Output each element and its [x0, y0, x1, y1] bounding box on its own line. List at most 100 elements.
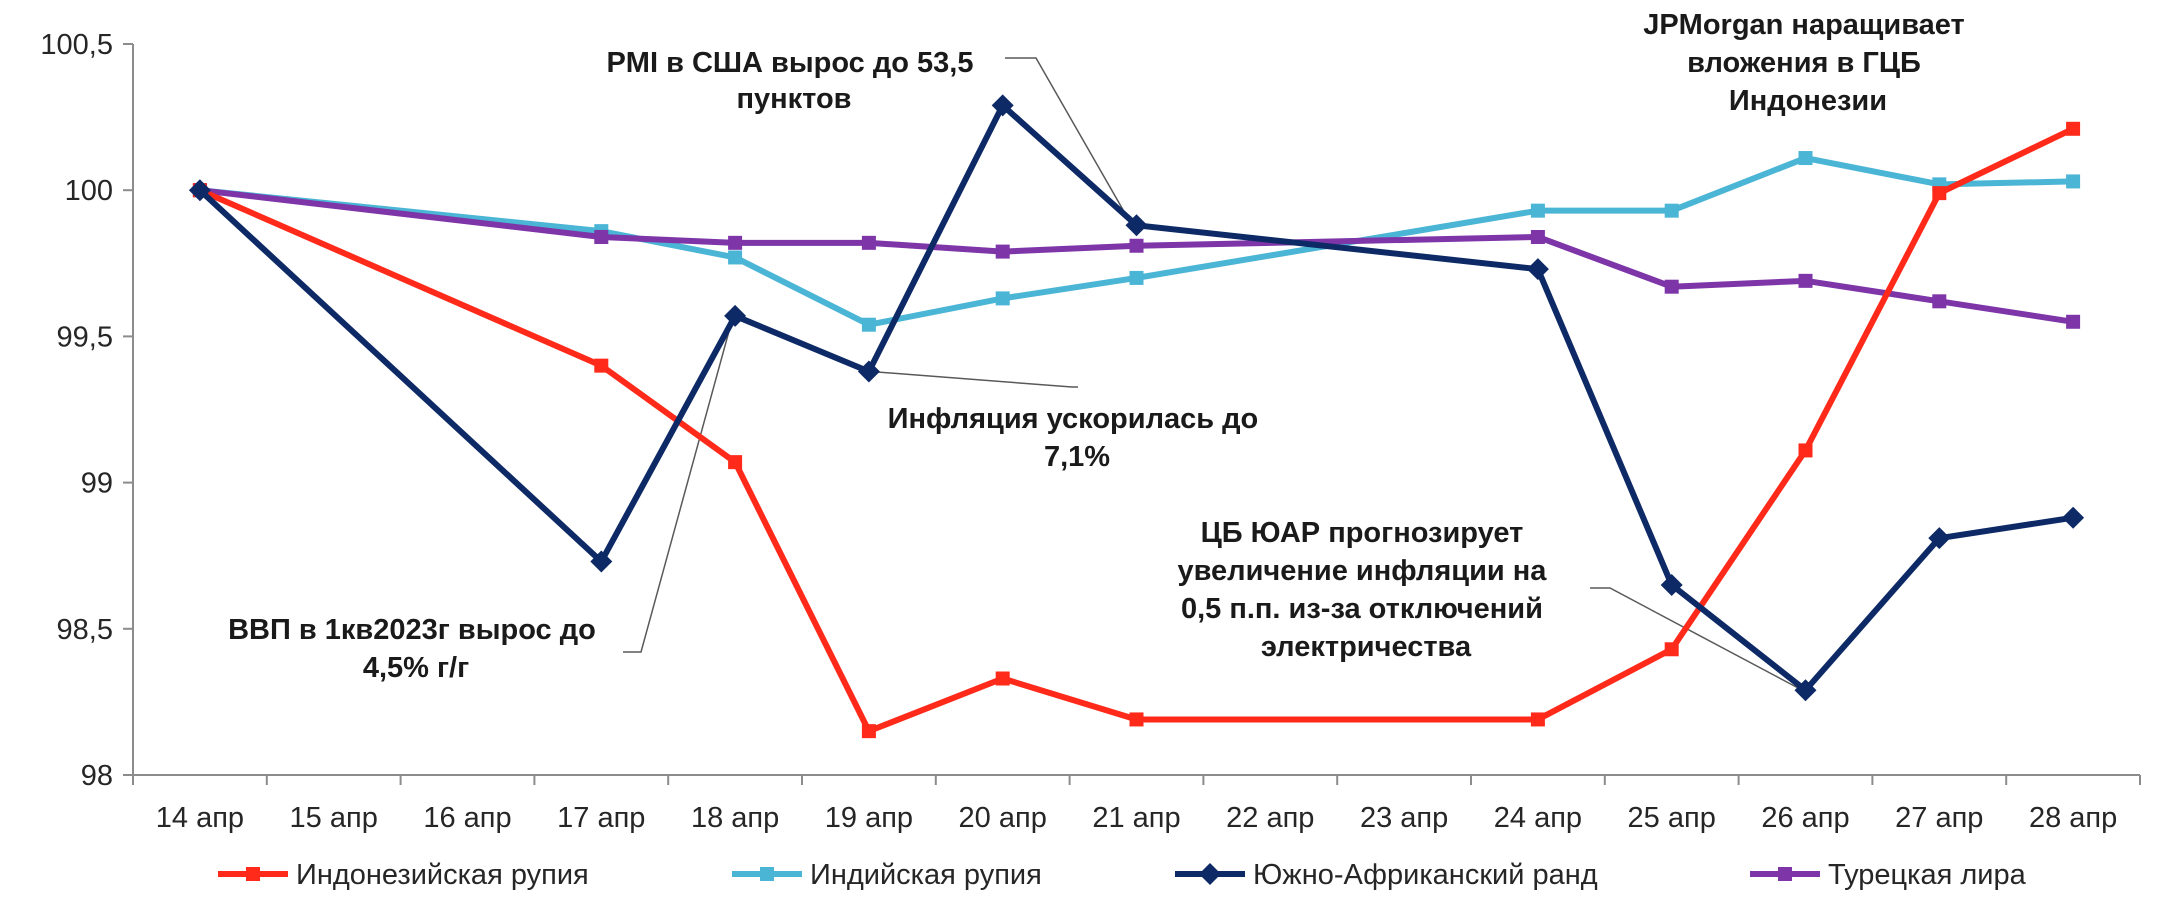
- x-tick-label: 24 апр: [1494, 802, 1582, 834]
- data-point: [1928, 527, 1951, 550]
- data-point: [995, 671, 1010, 686]
- y-tick-label: 99: [81, 468, 113, 500]
- data-point: [1664, 203, 1679, 218]
- legend-swatch-marker: [1778, 867, 1792, 881]
- data-point: [995, 244, 1010, 259]
- y-ticks: 98 98,5 99 99,5 100 100,5: [40, 29, 133, 792]
- data-point: [861, 235, 876, 250]
- x-tick-label: 25 апр: [1628, 802, 1716, 834]
- legend-item: Индийская рупия: [732, 859, 1042, 891]
- x-tick-label: 23 апр: [1360, 802, 1448, 834]
- series-line: [196, 102, 2077, 694]
- legend: Индонезийская рупия Индийская рупия Южно-А…: [218, 859, 2027, 891]
- series-layer: [188, 94, 2085, 739]
- legend-item: Южно-Африканский ранд: [1175, 859, 1598, 891]
- x-ticks: 14 апр 15 апр 16 апр 17 апр 18 апр 19 апр 20 а…: [132, 775, 2141, 834]
- data-point: [2066, 121, 2081, 136]
- data-point: [728, 455, 743, 470]
- annotation-sarb-line-2: увеличение инфляции на: [1177, 555, 1547, 587]
- data-point: [594, 229, 609, 244]
- data-point: [1125, 214, 1148, 237]
- legend-label: Южно-Африканский ранд: [1253, 859, 1598, 891]
- x-tick-label: 16 апр: [423, 802, 511, 834]
- data-point: [995, 291, 1010, 306]
- x-tick-label: 18 апр: [691, 802, 779, 834]
- annotation-gdp-line-2: 4,5% г/г: [363, 652, 469, 684]
- axes: [132, 44, 2140, 776]
- annotation-sarb-line-3: 0,5 п.п. из-за отключений: [1181, 593, 1543, 625]
- legend-swatch-marker: [1199, 863, 1221, 885]
- annotation-inflation: Инфляция ускорилась до 7,1%: [888, 403, 1267, 473]
- y-tick-label: 100: [65, 175, 113, 207]
- series-group: [188, 94, 2085, 702]
- data-point: [2066, 174, 2081, 189]
- annotation-pmi-line-2: пунктов: [736, 83, 851, 115]
- data-point: [724, 304, 747, 327]
- x-tick-label: 21 апр: [1092, 802, 1180, 834]
- data-point: [188, 179, 211, 202]
- legend-label: Турецкая лира: [1828, 859, 2027, 891]
- leader-line-pmi: [1005, 57, 1131, 223]
- data-point: [1526, 258, 1549, 281]
- series-group: [192, 183, 2081, 329]
- annotation-inflation-line-1: Инфляция ускорилась до: [888, 403, 1259, 435]
- legend-item: Индонезийская рупия: [218, 859, 589, 891]
- y-tick-label: 99,5: [57, 321, 113, 353]
- annotation-leaders: [623, 57, 1801, 690]
- y-tick-label: 98: [81, 760, 113, 792]
- annotation-jpmorgan: JPMorgan наращивает вложения в ГЦБ Индон…: [1643, 9, 1973, 117]
- leader-line-sarb: [1590, 587, 1801, 690]
- annotation-pmi: PMI в США вырос до 53,5 пунктов: [606, 47, 981, 115]
- x-tick-label: 15 апр: [290, 802, 378, 834]
- series-line: [196, 187, 2077, 325]
- data-point: [1798, 443, 1813, 458]
- annotation-gdp-line-1: ВВП в 1кв2023г вырос до: [228, 614, 596, 646]
- data-point: [1129, 238, 1144, 253]
- annotation-jpmorgan-line-2: вложения в ГЦБ: [1687, 47, 1921, 79]
- data-point: [728, 235, 743, 250]
- legend-swatch-marker: [246, 867, 260, 881]
- x-tick-label: 22 апр: [1226, 802, 1314, 834]
- data-point: [1664, 642, 1679, 657]
- annotation-jpmorgan-line-1: JPMorgan наращивает: [1643, 9, 1965, 41]
- data-point: [1798, 273, 1813, 288]
- annotation-pmi-line-1: PMI в США вырос до 53,5: [606, 47, 973, 79]
- legend-label: Индонезийская рупия: [296, 859, 589, 891]
- data-point: [590, 550, 613, 573]
- data-point: [1530, 712, 1545, 727]
- data-point: [861, 724, 876, 739]
- x-tick-label: 20 апр: [959, 802, 1047, 834]
- data-point: [1530, 203, 1545, 218]
- data-point: [728, 250, 743, 265]
- x-tick-label: 17 апр: [557, 802, 645, 834]
- annotation-sarb-line-4: электричества: [1261, 631, 1472, 663]
- legend-item: Турецкая лира: [1750, 859, 2027, 891]
- annotation-inflation-line-2: 7,1%: [1044, 441, 1110, 473]
- legend-label: Индийская рупия: [810, 859, 1042, 891]
- data-point: [2062, 506, 2085, 529]
- annotation-jpmorgan-line-3: Индонезии: [1729, 85, 1887, 117]
- data-point: [594, 358, 609, 373]
- annotation-sarb: ЦБ ЮАР прогнозирует увеличение инфляции …: [1177, 517, 1554, 663]
- data-point: [1794, 679, 1817, 702]
- x-tick-label: 26 апр: [1761, 802, 1849, 834]
- legend-swatch-marker: [760, 867, 774, 881]
- data-point: [2066, 314, 2081, 329]
- annotation-gdp: ВВП в 1кв2023г вырос до 4,5% г/г: [228, 614, 604, 684]
- data-point: [1932, 294, 1947, 309]
- annotation-sarb-line-1: ЦБ ЮАР прогнозирует: [1201, 517, 1524, 549]
- data-point: [1660, 573, 1683, 596]
- data-point: [1932, 186, 1947, 201]
- data-point: [1664, 279, 1679, 294]
- y-tick-label: 98,5: [57, 614, 113, 646]
- data-point: [1798, 151, 1813, 166]
- data-point: [1129, 270, 1144, 285]
- leader-line-inflation: [863, 370, 1078, 388]
- data-point: [1129, 712, 1144, 727]
- y-tick-label: 100,5: [40, 29, 113, 61]
- data-point: [991, 94, 1014, 117]
- data-point: [861, 317, 876, 332]
- x-tick-label: 19 апр: [825, 802, 913, 834]
- data-point: [857, 360, 880, 383]
